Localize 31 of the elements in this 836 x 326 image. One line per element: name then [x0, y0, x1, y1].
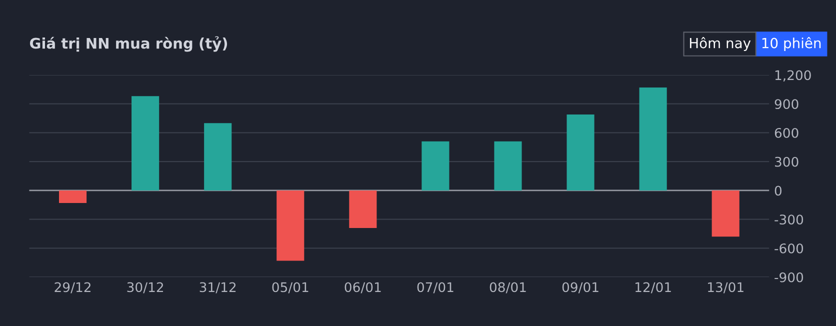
- x-tick-label: 08/01: [490, 282, 526, 294]
- x-tick-label: 29/12: [54, 282, 90, 294]
- x-tick-label: 12/01: [636, 282, 671, 294]
- y-tick-label: 1,200: [775, 70, 811, 82]
- y-tick-label: 300: [774, 156, 798, 167]
- text: 10 phiên: [762, 37, 821, 52]
- x-tick-label: 13/01: [708, 282, 744, 294]
- bar: [712, 190, 740, 237]
- x-tick-label: 09/01: [562, 282, 598, 294]
- bar: [639, 87, 667, 190]
- x-tick-label: 07/01: [417, 282, 454, 294]
- bar: [204, 123, 232, 190]
- bar: [132, 96, 160, 190]
- bar: [59, 190, 87, 203]
- bar: [494, 141, 522, 190]
- y-tick-label: -900: [774, 272, 804, 282]
- y-tick-label: 0: [774, 186, 782, 196]
- text: Hôm nay: [690, 37, 751, 52]
- bar: [276, 190, 304, 261]
- x-tick-label: 06/01: [344, 282, 381, 294]
- x-tick-label: 05/01: [272, 282, 308, 294]
- bar: [422, 141, 450, 190]
- y-tick-label: -600: [774, 243, 804, 254]
- bar: [566, 114, 594, 190]
- bar: [349, 190, 377, 228]
- y-tick-label: 600: [774, 128, 798, 138]
- y-tick-label: -300: [774, 214, 804, 225]
- chart-title: Giá trị NN mua ròng (tỷ): [30, 36, 228, 52]
- y-tick-label: 900: [774, 99, 798, 110]
- x-tick-label: 30/12: [127, 282, 164, 294]
- x-tick-label: 31/12: [200, 282, 236, 294]
